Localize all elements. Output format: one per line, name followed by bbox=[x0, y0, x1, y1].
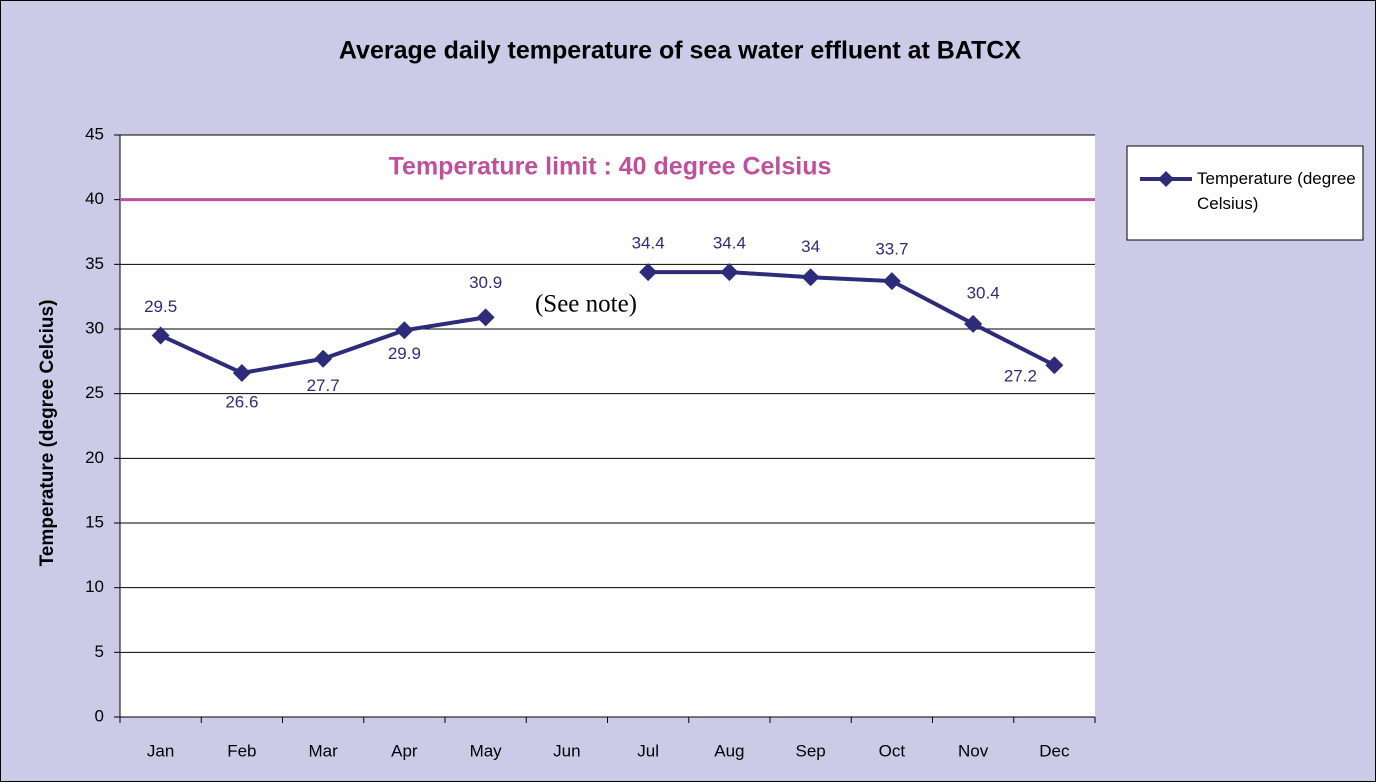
data-label: 30.4 bbox=[967, 283, 1000, 302]
data-label: 33.7 bbox=[875, 240, 908, 259]
y-tick-label: 35 bbox=[85, 254, 104, 273]
data-label: 27.2 bbox=[1004, 367, 1037, 386]
marker bbox=[314, 349, 333, 368]
y-tick-label: 20 bbox=[85, 448, 104, 467]
y-tick-label: 5 bbox=[95, 642, 104, 661]
marker bbox=[232, 363, 251, 382]
annotation: (See note) bbox=[535, 291, 637, 318]
data-label: 26.6 bbox=[225, 392, 258, 411]
marker bbox=[720, 263, 739, 282]
legend-label: Temperature (degree Celsius) bbox=[1197, 169, 1356, 213]
y-tick-label: 30 bbox=[85, 318, 104, 337]
data-label: 34 bbox=[801, 237, 820, 256]
marker bbox=[639, 263, 658, 282]
legend bbox=[1126, 145, 1364, 241]
data-label: 29.9 bbox=[388, 344, 421, 363]
limit-label: Temperature limit : 40 degree Celsius bbox=[389, 153, 832, 181]
y-tick-label: 25 bbox=[85, 383, 104, 402]
marker bbox=[395, 321, 414, 340]
x-tick-label: Apr bbox=[391, 741, 418, 760]
marker bbox=[964, 314, 983, 333]
data-label: 30.9 bbox=[469, 273, 502, 292]
marker bbox=[801, 268, 820, 287]
x-tick-label: Jun bbox=[553, 741, 580, 760]
y-tick-label: 0 bbox=[95, 706, 104, 725]
x-tick-label: Nov bbox=[958, 741, 989, 760]
x-tick-label: Jan bbox=[147, 741, 174, 760]
x-tick-label: May bbox=[470, 741, 503, 760]
x-tick-label: Aug bbox=[714, 741, 744, 760]
chart-title: Average daily temperature of sea water e… bbox=[339, 37, 1021, 65]
x-tick-label: Oct bbox=[879, 741, 906, 760]
marker bbox=[476, 308, 495, 327]
data-label: 29.5 bbox=[144, 297, 177, 316]
y-axis-label: Temperature (degree Celcius) bbox=[37, 300, 58, 567]
y-tick-label: 45 bbox=[85, 124, 104, 143]
data-label: 27.7 bbox=[307, 376, 340, 395]
legend-marker bbox=[1158, 171, 1174, 187]
y-tick-label: 10 bbox=[85, 577, 104, 596]
plot-area bbox=[120, 135, 1095, 717]
x-tick-label: Sep bbox=[796, 741, 826, 760]
y-tick-label: 15 bbox=[85, 512, 104, 531]
x-tick-label: Dec bbox=[1039, 741, 1070, 760]
data-label: 34.4 bbox=[632, 234, 665, 253]
x-tick-label: Jul bbox=[637, 741, 659, 760]
x-tick-label: Feb bbox=[227, 741, 256, 760]
marker bbox=[882, 272, 901, 291]
x-tick-label: Mar bbox=[308, 741, 338, 760]
y-tick-label: 40 bbox=[85, 189, 104, 208]
data-label: 34.4 bbox=[713, 234, 746, 253]
marker bbox=[151, 326, 170, 345]
marker bbox=[1045, 356, 1064, 375]
